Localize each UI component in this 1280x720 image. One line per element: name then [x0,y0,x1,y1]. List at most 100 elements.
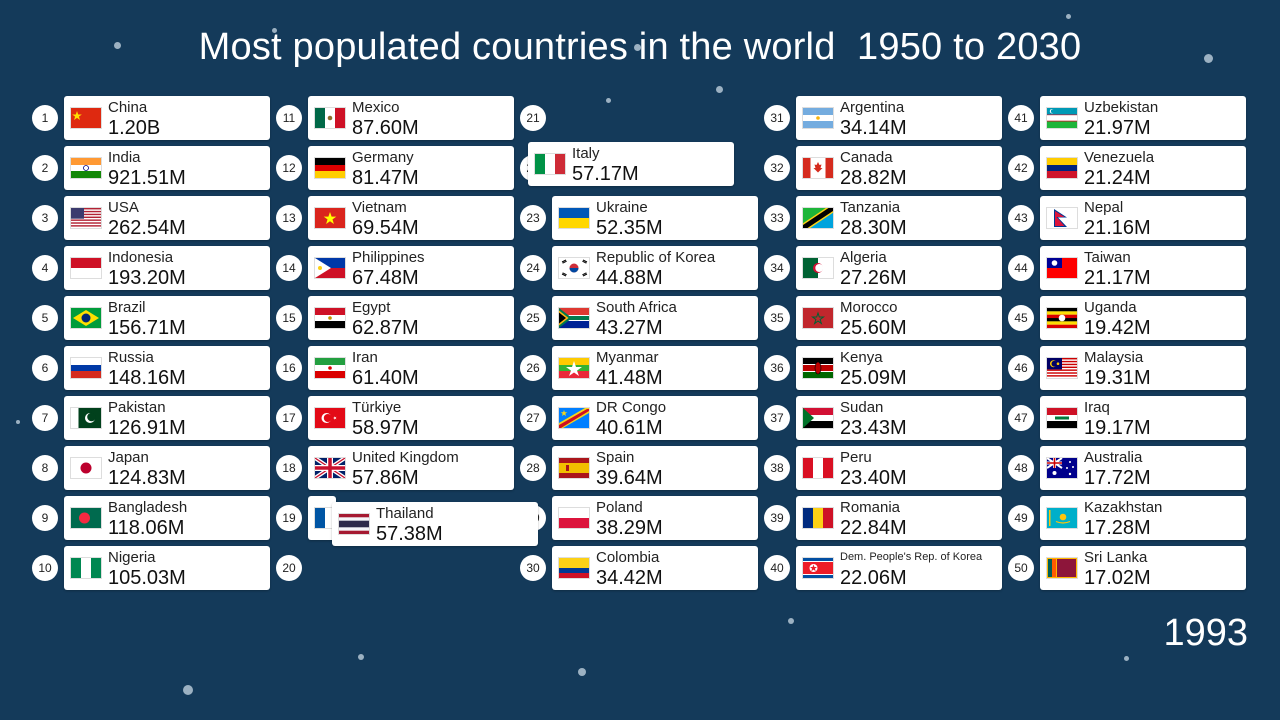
population-value: 156.71M [108,317,186,339]
my-flag-icon [1046,357,1078,379]
rank-badge: 3 [32,205,58,231]
rank-badge: 35 [764,305,790,331]
country-card: Kenya 25.09M [796,346,1002,390]
population-value: 118.06M [108,517,185,539]
country-name: Australia [1084,449,1143,466]
ve-flag-icon [1046,157,1078,179]
country-name: Algeria [840,249,887,266]
ua-flag-icon [558,207,590,229]
gb-flag-icon [314,457,346,479]
de-flag-icon [314,157,346,179]
ir-flag-icon [314,357,346,379]
decorative-dot [114,42,121,49]
country-card: China 1.20B [64,96,270,140]
sd-flag-icon [802,407,834,429]
country-card: Türkiye 58.97M [308,396,514,440]
country-name: Spain [596,449,635,466]
country-card: Canada 28.82M [796,146,1002,190]
country-name: Sri Lanka [1084,549,1148,566]
country-card: Nigeria 105.03M [64,546,270,590]
rank-badge: 34 [764,255,790,281]
lk-flag-icon [1046,557,1078,579]
population-value: 57.17M [572,163,639,185]
ma-flag-icon [802,307,834,329]
country-card: Brazil 156.71M [64,296,270,340]
country-name: Uganda [1084,299,1137,316]
country-name: Brazil [108,299,146,316]
iq-flag-icon [1046,407,1078,429]
decorative-dot [716,86,723,93]
country-card: Sri Lanka 17.02M [1040,546,1246,590]
country-name: Mexico [352,99,400,116]
cn-flag-icon [70,107,102,129]
country-name: Türkiye [352,399,402,416]
country-card: Poland 38.29M [552,496,758,540]
country-card: Pakistan 126.91M [64,396,270,440]
population-value: 34.42M [596,567,663,589]
in-flag-icon [70,157,102,179]
rank-badge: 15 [276,305,302,331]
page-title: Most populated countries in the world 19… [198,26,1082,68]
rank-badge: 38 [764,455,790,481]
country-name: India [108,149,141,166]
np-flag-icon [1046,207,1078,229]
population-value: 19.31M [1084,367,1151,389]
country-card: Uganda 19.42M [1040,296,1246,340]
country-card: Algeria 27.26M [796,246,1002,290]
decorative-dot [183,685,193,695]
rank-badge: 43 [1008,205,1034,231]
population-value: 81.47M [352,167,419,189]
country-name: Iraq [1084,399,1110,416]
country-name: United Kingdom [352,449,459,466]
country-name: Japan [108,449,149,466]
es-flag-icon [558,457,590,479]
id-flag-icon [70,257,102,279]
country-name: Russia [108,349,154,366]
country-card: Russia 148.16M [64,346,270,390]
population-value: 57.38M [376,523,443,545]
rank-badge: 16 [276,355,302,381]
country-card: Sudan 23.43M [796,396,1002,440]
rank-badge: 21 [520,105,546,131]
population-value: 148.16M [108,367,186,389]
country-name: Iran [352,349,378,366]
country-card: Dem. People's Rep. of Korea 22.06M [796,546,1002,590]
mx-flag-icon [314,107,346,129]
country-card: Romania 22.84M [796,496,1002,540]
country-card: Colombia 34.42M [552,546,758,590]
rank-badge: 39 [764,505,790,531]
country-card: Myanmar 41.48M [552,346,758,390]
population-value: 44.88M [596,267,663,289]
country-name: Philippines [352,249,425,266]
population-value: 17.72M [1084,467,1151,489]
rank-badge: 6 [32,355,58,381]
rank-badge: 19 [276,505,302,531]
population-value: 19.17M [1084,417,1151,439]
country-name: Nigeria [108,549,156,566]
country-card: Iran 61.40M [308,346,514,390]
kp-flag-icon [802,557,834,579]
rank-badge: 7 [32,405,58,431]
country-card: Morocco 25.60M [796,296,1002,340]
country-name: Kenya [840,349,883,366]
rank-badge: 24 [520,255,546,281]
population-value: 21.97M [1084,117,1151,139]
decorative-dot [1204,54,1213,63]
country-name: Morocco [840,299,898,316]
country-card-moving: Thailand 57.38M [332,502,538,546]
country-name: Colombia [596,549,660,566]
country-card: Uzbekistan 21.97M [1040,96,1246,140]
population-value: 87.60M [352,117,419,139]
country-card: Egypt 62.87M [308,296,514,340]
country-card: Kazakhstan 17.28M [1040,496,1246,540]
country-name: Italy [572,145,600,162]
country-card: Mexico 87.60M [308,96,514,140]
kr-flag-icon [558,257,590,279]
rank-badge: 17 [276,405,302,431]
country-card: USA 262.54M [64,196,270,240]
country-name: Vietnam [352,199,407,216]
country-name: South Africa [596,299,677,316]
rank-badge: 18 [276,455,302,481]
population-value: 41.48M [596,367,663,389]
za-flag-icon [558,307,590,329]
